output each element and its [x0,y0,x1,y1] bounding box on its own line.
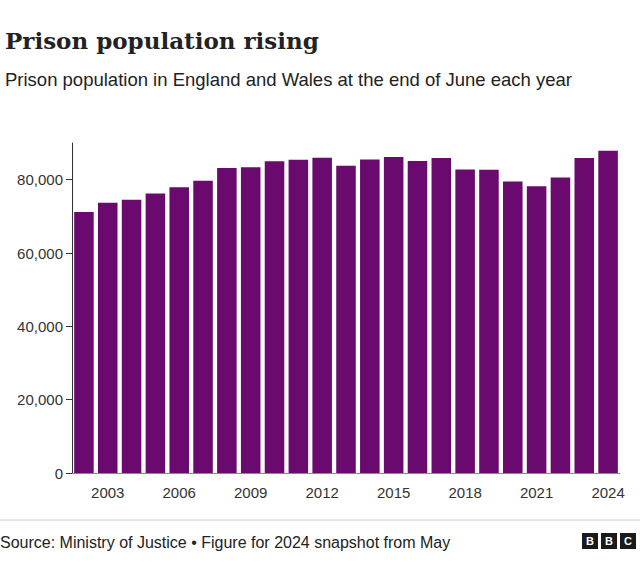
svg-text:Prison population in England a: Prison population in England and Wales a… [5,69,572,90]
svg-text:2024: 2024 [591,484,624,501]
svg-text:2015: 2015 [377,484,410,501]
svg-text:20,000: 20,000 [17,391,63,408]
svg-text:B: B [605,535,613,547]
svg-text:C: C [624,535,632,547]
svg-text:2018: 2018 [448,484,481,501]
svg-text:80,000: 80,000 [17,171,63,188]
svg-text:0: 0 [55,465,63,482]
svg-text:Source: Ministry of Justice •: Source: Ministry of Justice • Figure for… [0,534,450,551]
svg-text:B: B [586,535,594,547]
svg-text:2012: 2012 [305,484,338,501]
svg-text:Prison population rising: Prison population rising [5,27,319,54]
svg-text:2003: 2003 [91,484,124,501]
svg-text:60,000: 60,000 [17,245,63,262]
svg-text:2006: 2006 [163,484,196,501]
svg-text:40,000: 40,000 [17,318,63,335]
svg-text:2021: 2021 [520,484,553,501]
svg-text:2009: 2009 [234,484,267,501]
